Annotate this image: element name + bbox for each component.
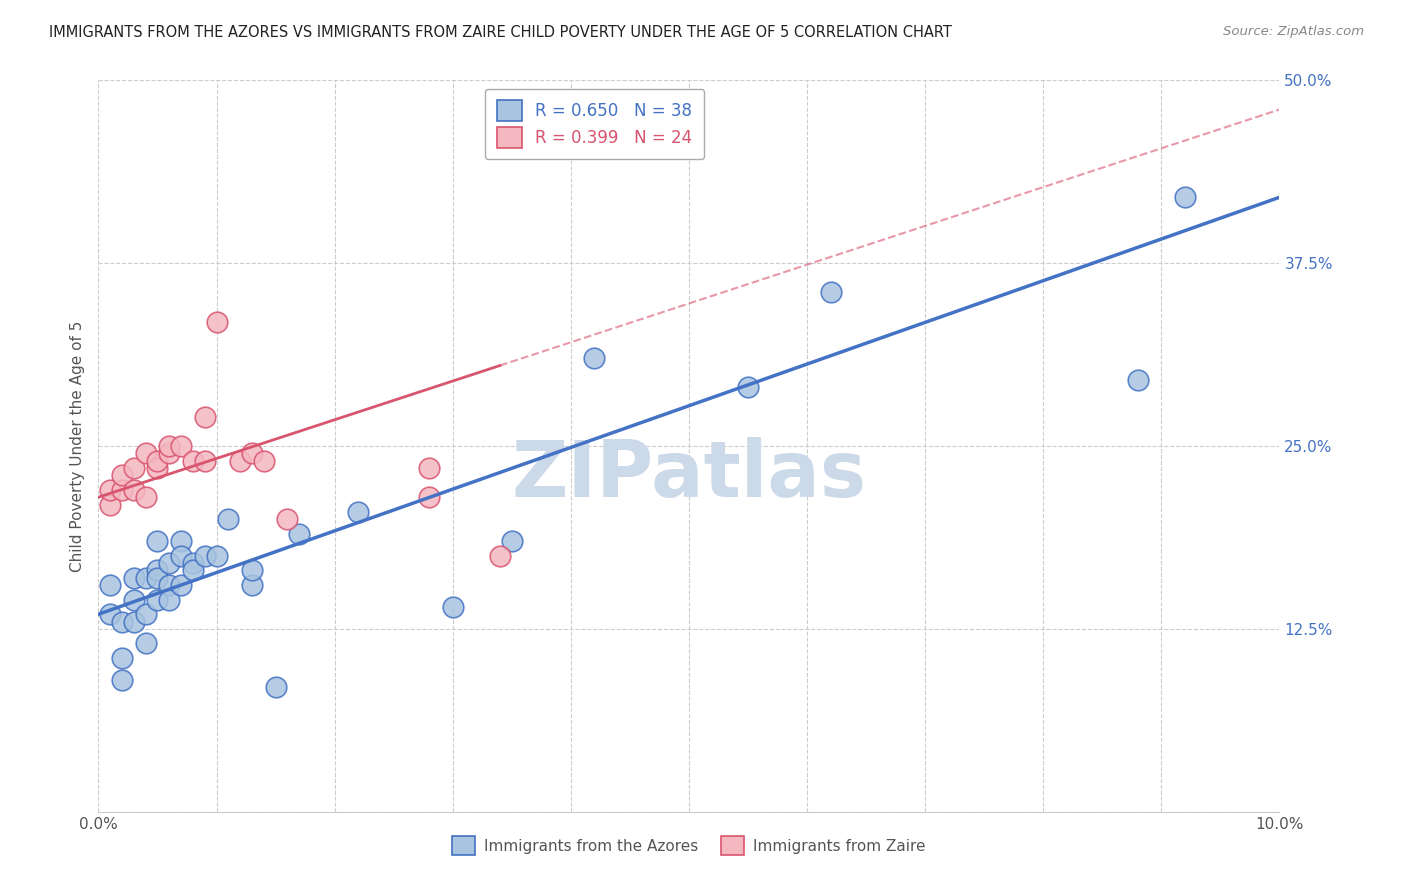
Point xyxy=(157,556,180,570)
Point xyxy=(157,446,180,460)
Point xyxy=(111,651,134,665)
Legend: Immigrants from the Azores, Immigrants from Zaire: Immigrants from the Azores, Immigrants f… xyxy=(444,829,934,863)
Point xyxy=(347,505,370,519)
Point xyxy=(98,498,121,512)
Point xyxy=(146,592,169,607)
Y-axis label: Child Poverty Under the Age of 5: Child Poverty Under the Age of 5 xyxy=(69,320,84,572)
Text: Source: ZipAtlas.com: Source: ZipAtlas.com xyxy=(1223,25,1364,38)
Point xyxy=(229,453,252,467)
Point xyxy=(146,534,169,549)
Point xyxy=(157,578,180,592)
Point xyxy=(122,483,145,497)
Point xyxy=(111,468,134,483)
Point xyxy=(253,453,276,467)
Point xyxy=(288,526,311,541)
Point xyxy=(820,285,842,300)
Point xyxy=(111,615,134,629)
Point xyxy=(441,599,464,614)
Point xyxy=(501,534,523,549)
Point xyxy=(146,571,169,585)
Point xyxy=(122,461,145,475)
Point xyxy=(264,681,287,695)
Point xyxy=(181,453,204,467)
Point xyxy=(122,571,145,585)
Point xyxy=(205,549,228,563)
Point xyxy=(170,439,193,453)
Point xyxy=(111,483,134,497)
Point xyxy=(276,512,298,526)
Point xyxy=(1174,190,1197,204)
Point xyxy=(146,453,169,467)
Point xyxy=(217,512,239,526)
Point xyxy=(135,636,157,650)
Point xyxy=(157,592,180,607)
Point xyxy=(170,549,193,563)
Point xyxy=(135,490,157,504)
Point xyxy=(135,446,157,460)
Point xyxy=(170,534,193,549)
Point xyxy=(135,571,157,585)
Point xyxy=(194,409,217,424)
Text: IMMIGRANTS FROM THE AZORES VS IMMIGRANTS FROM ZAIRE CHILD POVERTY UNDER THE AGE : IMMIGRANTS FROM THE AZORES VS IMMIGRANTS… xyxy=(49,25,952,40)
Point xyxy=(146,563,169,577)
Point xyxy=(737,380,759,394)
Point xyxy=(240,578,263,592)
Point xyxy=(181,563,204,577)
Point xyxy=(135,607,157,622)
Point xyxy=(146,461,169,475)
Point xyxy=(181,556,204,570)
Point xyxy=(489,549,512,563)
Point xyxy=(240,446,263,460)
Point xyxy=(418,490,440,504)
Text: ZIPatlas: ZIPatlas xyxy=(512,437,866,513)
Point xyxy=(157,439,180,453)
Point xyxy=(205,315,228,329)
Point xyxy=(1126,373,1149,387)
Point xyxy=(122,592,145,607)
Point xyxy=(240,563,263,577)
Point xyxy=(194,549,217,563)
Point xyxy=(98,607,121,622)
Point xyxy=(98,578,121,592)
Point xyxy=(122,615,145,629)
Point xyxy=(170,578,193,592)
Point xyxy=(418,461,440,475)
Point xyxy=(111,673,134,687)
Point xyxy=(194,453,217,467)
Point xyxy=(98,483,121,497)
Point xyxy=(583,351,606,366)
